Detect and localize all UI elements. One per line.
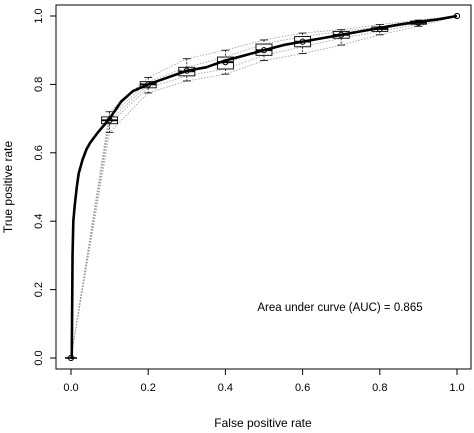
mean-point bbox=[415, 19, 422, 26]
x-tick-label: 0.4 bbox=[218, 382, 233, 394]
y-tick-label: 0.4 bbox=[33, 214, 45, 229]
x-tick-label: 0.6 bbox=[295, 382, 310, 394]
mean-point bbox=[376, 25, 383, 33]
x-axis-title: False positive rate bbox=[214, 416, 312, 430]
y-tick-label: 0.6 bbox=[33, 145, 45, 160]
mean-markers bbox=[65, 12, 461, 362]
x-tick-label: 0.8 bbox=[372, 382, 387, 394]
y-tick-label: 0.8 bbox=[33, 77, 45, 92]
y-axis: 0.0 0.2 0.4 0.6 0.8 1.0 bbox=[33, 8, 56, 366]
mean-point bbox=[183, 67, 190, 74]
mean-point bbox=[453, 12, 461, 20]
y-tick-label: 1.0 bbox=[33, 8, 45, 23]
mean-point bbox=[222, 59, 229, 66]
x-tick-label: 0.0 bbox=[63, 382, 78, 394]
mean-point bbox=[145, 81, 152, 88]
auc-annotation: Area under curve (AUC) = 0.865 bbox=[257, 302, 422, 314]
y-tick-label: 0.2 bbox=[33, 282, 45, 297]
mean-point bbox=[106, 117, 113, 124]
mean-point bbox=[338, 31, 345, 38]
y-axis-title: True positive rate bbox=[1, 141, 15, 234]
plot-frame bbox=[55, 4, 472, 370]
x-tick-label: 0.2 bbox=[141, 382, 156, 394]
mean-point bbox=[260, 47, 268, 54]
mean-roc-curve bbox=[70, 14, 458, 360]
boxplot bbox=[101, 111, 119, 133]
x-tick-label: 1.0 bbox=[449, 382, 464, 394]
y-tick-label: 0.0 bbox=[33, 350, 45, 365]
mean-point bbox=[299, 38, 306, 45]
x-axis: 0.0 0.2 0.4 0.6 0.8 1.0 bbox=[63, 369, 465, 394]
